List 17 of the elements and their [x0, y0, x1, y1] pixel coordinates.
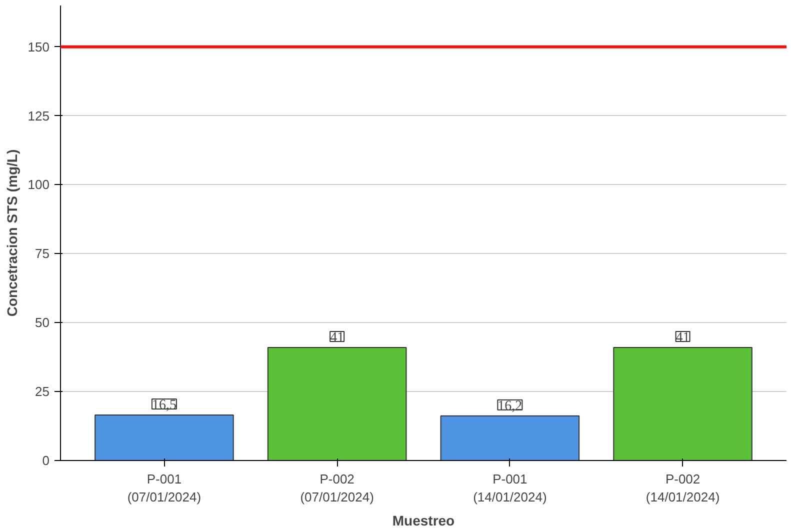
- y-tick-label: 0: [42, 453, 50, 468]
- bar: [94, 414, 234, 460]
- x-tick-label: P-001 (07/01/2024): [127, 472, 202, 504]
- y-tick-label: 125: [28, 108, 50, 124]
- y-axis-title: Concetracion STS (mg/L): [4, 149, 20, 317]
- x-tick-label: P-002 (07/01/2024): [300, 472, 374, 504]
- y-tick-label: 25: [35, 384, 50, 400]
- x-tick-label: P-002 (14/01/2024): [646, 472, 720, 504]
- bar: [267, 346, 407, 460]
- x-axis-title: Muestreo: [392, 512, 455, 528]
- x-tick-label: P-001 (14/01/2024): [473, 472, 547, 504]
- bar: [613, 346, 752, 460]
- bar: [440, 415, 580, 460]
- y-tick-label: 50: [35, 315, 50, 330]
- y-tick-label: 75: [35, 246, 50, 262]
- y-tick-label: 150: [28, 39, 50, 54]
- y-tick-label: 100: [28, 177, 50, 192]
